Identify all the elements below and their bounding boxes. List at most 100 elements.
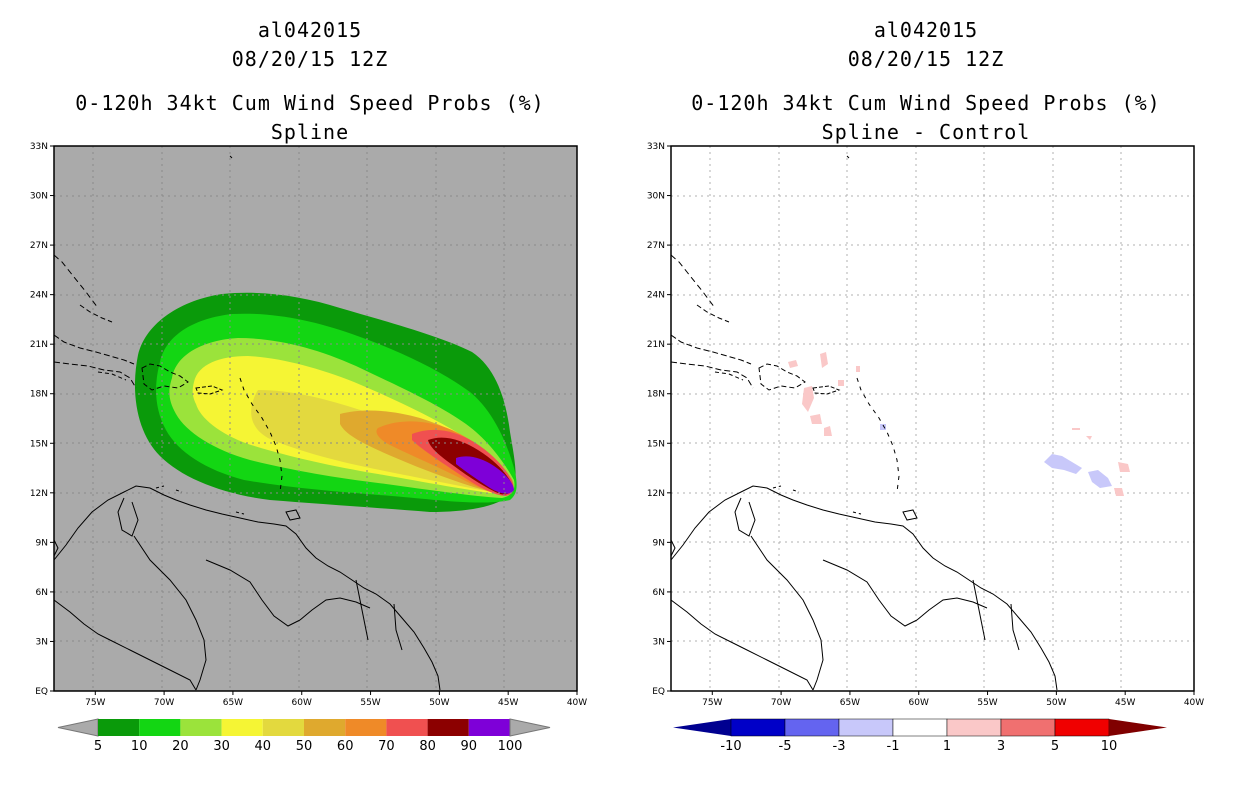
left-grid bbox=[54, 146, 577, 691]
left-title-method: Spline bbox=[270, 120, 350, 144]
left-title-date: 08/20/15 12Z bbox=[231, 47, 389, 71]
right-colorbar-swatch bbox=[730, 718, 786, 737]
left-colorbar-label: 30 bbox=[213, 739, 230, 754]
right-colorbar-swatch bbox=[946, 718, 1002, 737]
x-tick-label: 45W bbox=[1115, 698, 1135, 708]
x-tick-label: 40W bbox=[1184, 698, 1204, 708]
x-tick-label: 60W bbox=[909, 698, 929, 708]
left-colorbar-swatch bbox=[386, 719, 428, 736]
left-colorbar-end bbox=[57, 718, 99, 737]
x-tick-label: 65W bbox=[840, 698, 860, 708]
left-colorbar-label: 5 bbox=[94, 739, 102, 754]
y-tick-label: 30N bbox=[647, 192, 665, 202]
y-tick-label: 30N bbox=[30, 192, 48, 202]
x-tick-label: 75W bbox=[85, 698, 105, 708]
y-tick-label: 12N bbox=[647, 489, 665, 499]
x-tick-label: 70W bbox=[154, 698, 174, 708]
y-tick-label: 21N bbox=[647, 340, 665, 350]
x-tick-label: 75W bbox=[702, 698, 722, 708]
y-tick-label: 6N bbox=[653, 588, 665, 598]
right-colorbar-swatch bbox=[1054, 718, 1110, 737]
right-colorbar-label: -5 bbox=[779, 739, 792, 754]
y-tick-label: 33N bbox=[647, 142, 665, 152]
y-tick-label: 27N bbox=[30, 241, 48, 251]
y-tick-label: 27N bbox=[647, 241, 665, 251]
left-colorbar-swatch bbox=[304, 719, 346, 736]
left-probability-contours bbox=[54, 146, 577, 691]
right-colorbar-label: -3 bbox=[833, 739, 846, 754]
x-tick-label: 60W bbox=[292, 698, 312, 708]
left-colorbar-swatch bbox=[345, 719, 387, 736]
left-colorbar-end bbox=[509, 718, 551, 737]
y-tick-label: 3N bbox=[36, 637, 48, 647]
right-map bbox=[670, 145, 1195, 692]
right-grid bbox=[671, 146, 1194, 691]
left-colorbar-label: 50 bbox=[296, 739, 313, 754]
left-colorbar: 5 10 20 30 40 50 60 70 80 90 100 bbox=[57, 718, 551, 754]
right-colorbar-end bbox=[1109, 719, 1167, 736]
left-colorbar-label: 70 bbox=[378, 739, 395, 754]
left-colorbar-swatch bbox=[468, 719, 510, 736]
left-map-frame bbox=[53, 145, 578, 692]
right-colorbar-label: -10 bbox=[720, 739, 741, 754]
right-colorbar-swatch bbox=[892, 718, 948, 737]
x-tick-label: 55W bbox=[977, 698, 997, 708]
right-colorbar-swatch bbox=[784, 718, 840, 737]
right-colorbar-label: 5 bbox=[1051, 739, 1059, 754]
right-colorbar-label: 1 bbox=[943, 739, 951, 754]
y-tick-label: EQ bbox=[35, 687, 48, 697]
y-tick-label: 9N bbox=[653, 538, 665, 548]
right-colorbar-swatch bbox=[838, 718, 894, 737]
right-colorbar-label: 10 bbox=[1101, 739, 1118, 754]
y-tick-label: 15N bbox=[30, 439, 48, 449]
y-tick-label: 15N bbox=[647, 439, 665, 449]
right-title-date: 08/20/15 12Z bbox=[847, 47, 1005, 71]
y-tick-label: 24N bbox=[647, 291, 665, 301]
y-tick-label: EQ bbox=[652, 687, 665, 697]
y-tick-label: 33N bbox=[30, 142, 48, 152]
right-colorbar-end bbox=[673, 719, 731, 736]
left-colorbar-label: 100 bbox=[498, 739, 523, 754]
right-colorbar-label: -1 bbox=[887, 739, 900, 754]
left-colorbar-label: 20 bbox=[172, 739, 189, 754]
y-tick-label: 18N bbox=[30, 390, 48, 400]
left-colorbar-label: 40 bbox=[255, 739, 272, 754]
left-colorbar-label: 60 bbox=[337, 739, 354, 754]
y-tick-label: 9N bbox=[36, 538, 48, 548]
y-tick-label: 12N bbox=[30, 489, 48, 499]
y-tick-label: 3N bbox=[653, 637, 665, 647]
x-tick-label: 65W bbox=[223, 698, 243, 708]
left-colorbar-swatch bbox=[139, 719, 181, 736]
y-tick-label: 18N bbox=[647, 390, 665, 400]
right-title-storm: al042015 bbox=[873, 18, 979, 42]
y-tick-label: 21N bbox=[30, 340, 48, 350]
left-colorbar-swatch bbox=[262, 719, 304, 736]
left-colorbar-swatch bbox=[221, 719, 263, 736]
left-title-storm: al042015 bbox=[257, 18, 363, 42]
left-colorbar-swatch bbox=[180, 719, 222, 736]
right-title-method: Spline - Control bbox=[821, 120, 1031, 144]
right-map-frame bbox=[670, 145, 1195, 692]
right-colorbar-label: 3 bbox=[997, 739, 1005, 754]
left-axis-labels: 75W 70W 65W 60W 55W 50W 45W 40W EQ 3N 6N 9N 12N 15N 18… bbox=[30, 142, 587, 708]
x-tick-label: 45W bbox=[498, 698, 518, 708]
left-colorbar-label: 10 bbox=[131, 739, 148, 754]
left-colorbar-swatch bbox=[98, 719, 140, 736]
x-tick-label: 40W bbox=[567, 698, 587, 708]
right-difference-contours bbox=[671, 146, 1194, 691]
right-title-product: 0-120h 34kt Cum Wind Speed Probs (%) bbox=[691, 91, 1161, 115]
x-tick-label: 70W bbox=[771, 698, 791, 708]
right-map-background bbox=[671, 146, 1194, 691]
x-tick-label: 50W bbox=[1046, 698, 1066, 708]
left-colorbar-label: 80 bbox=[419, 739, 436, 754]
x-tick-label: 50W bbox=[429, 698, 449, 708]
left-map bbox=[53, 145, 578, 692]
y-tick-label: 6N bbox=[36, 588, 48, 598]
left-colorbar-label: 90 bbox=[461, 739, 478, 754]
left-colorbar-swatch bbox=[427, 719, 469, 736]
right-axis-labels: 75W 70W 65W 60W 55W 50W 45W 40W EQ 3N 6N 9N 12N 15N 18… bbox=[647, 142, 1204, 708]
right-colorbar-swatch bbox=[1000, 718, 1056, 737]
x-tick-label: 55W bbox=[360, 698, 380, 708]
right-colorbar: -10 -5 -3 -1 1 3 5 10 bbox=[673, 718, 1167, 754]
